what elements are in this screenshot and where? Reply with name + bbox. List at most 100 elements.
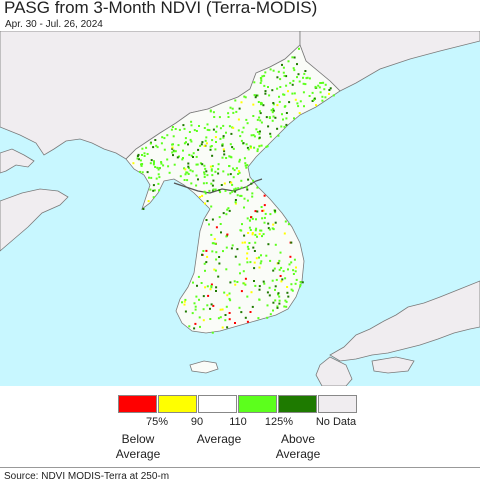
vegetation-dot — [196, 163, 199, 166]
vegetation-dot — [261, 209, 264, 212]
vegetation-dot — [290, 283, 293, 286]
vegetation-dot — [238, 158, 241, 161]
vegetation-dot — [223, 150, 226, 153]
vegetation-dot — [229, 192, 232, 195]
vegetation-dot — [281, 63, 283, 66]
vegetation-dot — [305, 77, 308, 80]
vegetation-dot — [171, 126, 174, 128]
vegetation-dot — [152, 163, 155, 166]
vegetation-dot — [276, 305, 279, 308]
vegetation-dot — [226, 233, 229, 236]
vegetation-dot — [258, 298, 261, 301]
vegetation-dot — [153, 160, 155, 163]
vegetation-dot — [237, 118, 240, 121]
vegetation-dot — [260, 103, 262, 106]
vegetation-dot — [266, 291, 269, 294]
vegetation-dot — [312, 99, 315, 101]
vegetation-dot — [204, 139, 207, 142]
vegetation-dot — [205, 249, 208, 252]
vegetation-dot — [157, 173, 160, 176]
vegetation-dot — [306, 76, 309, 79]
vegetation-dot — [277, 134, 280, 137]
vegetation-dot — [202, 308, 205, 311]
vegetation-dot — [260, 260, 263, 263]
vegetation-dot — [295, 266, 297, 269]
vegetation-dot — [227, 112, 230, 115]
vegetation-dot — [139, 170, 142, 173]
vegetation-dot — [241, 241, 244, 244]
vegetation-dot — [243, 197, 246, 200]
vegetation-dot — [229, 143, 232, 146]
vegetation-dot — [247, 178, 250, 181]
vegetation-dot — [284, 220, 287, 223]
vegetation-dot — [212, 111, 215, 114]
vegetation-dot — [260, 121, 263, 124]
vegetation-dot — [211, 174, 214, 177]
vegetation-dot — [148, 176, 150, 179]
vegetation-dot — [284, 299, 287, 302]
vegetation-dot — [319, 91, 322, 94]
vegetation-dot — [231, 244, 234, 247]
vegetation-dot — [244, 164, 247, 167]
vegetation-dot — [232, 111, 235, 114]
vegetation-dot — [262, 280, 265, 283]
vegetation-dot — [161, 136, 164, 139]
vegetation-dot — [299, 281, 302, 283]
vegetation-dot — [285, 112, 288, 114]
vegetation-dot — [187, 167, 190, 170]
vegetation-dot — [222, 148, 225, 151]
vegetation-dot — [213, 268, 216, 271]
vegetation-dot — [285, 305, 288, 308]
vegetation-dot — [187, 143, 189, 146]
vegetation-dot — [214, 170, 217, 173]
vegetation-dot — [299, 283, 302, 286]
vegetation-dot — [277, 292, 280, 295]
vegetation-dot — [276, 127, 279, 130]
vegetation-dot — [212, 188, 215, 191]
vegetation-dot — [231, 146, 234, 149]
vegetation-dot — [249, 261, 252, 264]
vegetation-dot — [219, 191, 222, 194]
vegetation-dot — [272, 115, 275, 118]
vegetation-dot — [188, 153, 191, 156]
vegetation-dot — [209, 148, 212, 151]
vegetation-dot — [143, 155, 146, 157]
vegetation-dot — [203, 173, 206, 176]
vegetation-dot — [285, 117, 288, 120]
vegetation-dot — [243, 234, 246, 237]
vegetation-dot — [290, 241, 293, 244]
vegetation-dot — [160, 161, 163, 163]
vegetation-dot — [203, 164, 206, 167]
vegetation-dot — [205, 261, 208, 264]
vegetation-dot — [267, 227, 270, 230]
vegetation-dot — [157, 168, 160, 171]
vegetation-dot — [195, 174, 198, 177]
vegetation-dot — [299, 285, 302, 288]
vegetation-dot — [318, 86, 321, 89]
korean-peninsula — [125, 44, 341, 334]
vegetation-dot — [265, 145, 268, 148]
vegetation-dot — [263, 84, 266, 87]
vegetation-dot — [264, 212, 267, 215]
vegetation-dot — [171, 146, 174, 149]
vegetation-dot — [206, 128, 209, 131]
vegetation-dot — [260, 206, 263, 208]
vegetation-dot — [293, 56, 296, 59]
vegetation-dot — [254, 96, 257, 99]
vegetation-dot — [214, 136, 217, 139]
vegetation-dot — [214, 148, 217, 151]
vegetation-dot — [269, 213, 272, 216]
vegetation-dot — [172, 135, 175, 138]
vegetation-dot — [269, 259, 272, 262]
vegetation-dot — [242, 270, 245, 273]
vegetation-dot — [296, 63, 298, 66]
vegetation-dot — [246, 257, 248, 260]
vegetation-dot — [255, 94, 258, 97]
vegetation-dot — [203, 190, 206, 193]
vegetation-dot — [250, 134, 253, 137]
vegetation-dot — [308, 77, 311, 80]
vegetation-dot — [189, 169, 192, 172]
vegetation-dot — [155, 177, 158, 180]
vegetation-dot — [145, 146, 148, 149]
vegetation-dot — [197, 178, 199, 181]
